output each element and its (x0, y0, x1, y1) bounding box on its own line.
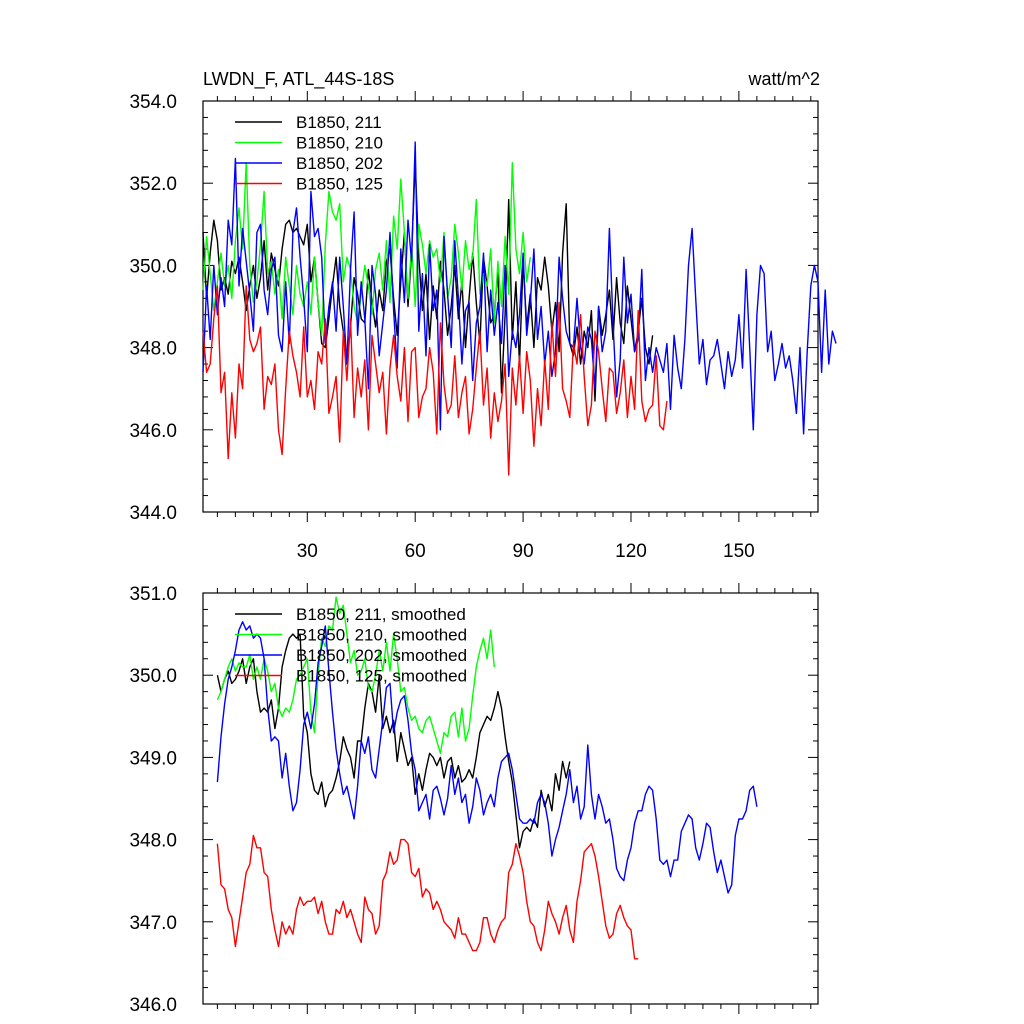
smoothed-panel: 346.0 347.0 348.0 349.0 350.0 351.0 B1850, 21… (129, 583, 819, 1016)
legend-label: B1850, 125, smoothed (296, 667, 467, 686)
smoothed-plot-frame (202, 592, 819, 1005)
x-tick-label: 120 (615, 541, 647, 562)
x-tick-label: 150 (723, 541, 755, 562)
series-line (202, 141, 837, 435)
legend-label: B1850, 210, smoothed (296, 626, 467, 645)
y-tick-label: 352.0 (129, 174, 177, 195)
y-tick-label: 350.0 (129, 666, 177, 687)
legend-label: B1850, 202 (296, 154, 383, 173)
y-tick-label: 348.0 (129, 831, 177, 852)
y-tick-label: 346.0 (129, 995, 177, 1016)
y-tick-label: 348.0 (129, 339, 177, 360)
x-tick-label: 90 (513, 541, 534, 562)
smoothed-axis-ticks: 346.0 347.0 348.0 349.0 350.0 351.0 (129, 583, 818, 1016)
smoothed-legend: B1850, 211, smoothed B1850, 210, smoothed… (235, 605, 467, 686)
series-line (216, 596, 495, 754)
series-line (216, 834, 639, 960)
series-line (216, 621, 758, 894)
raw-axis-ticks: 344.0 346.0 348.0 350.0 352.0 354.0 30 60 90 120 1… (129, 91, 818, 562)
y-tick-label: 349.0 (129, 748, 177, 769)
y-tick-label: 344.0 (129, 503, 177, 524)
y-tick-label: 346.0 (129, 421, 177, 442)
series-line (216, 633, 571, 849)
y-tick-label: 354.0 (129, 92, 177, 113)
units-label: watt/m^2 (748, 69, 820, 89)
legend-label: B1850, 125 (296, 175, 383, 194)
y-tick-label: 350.0 (129, 256, 177, 277)
smoothed-series-lines (216, 596, 758, 960)
legend-label: B1850, 211, smoothed (296, 605, 466, 624)
plot-title: LWDN_F, ATL_44S-18S (203, 69, 394, 90)
y-tick-label: 351.0 (129, 584, 177, 605)
legend-label: B1850, 210 (296, 134, 383, 153)
x-tick-label: 30 (297, 541, 318, 562)
series-line (202, 161, 531, 336)
series-line (202, 285, 668, 476)
x-tick-label: 60 (405, 541, 426, 562)
raw-plot-frame (202, 100, 819, 513)
legend-label: B1850, 202, smoothed (296, 646, 467, 665)
legend-label: B1850, 211 (296, 113, 382, 132)
raw-panel: 344.0 346.0 348.0 350.0 352.0 354.0 30 60 90 120 1… (129, 91, 837, 562)
y-tick-label: 347.0 (129, 913, 177, 934)
raw-series-lines (202, 141, 837, 476)
